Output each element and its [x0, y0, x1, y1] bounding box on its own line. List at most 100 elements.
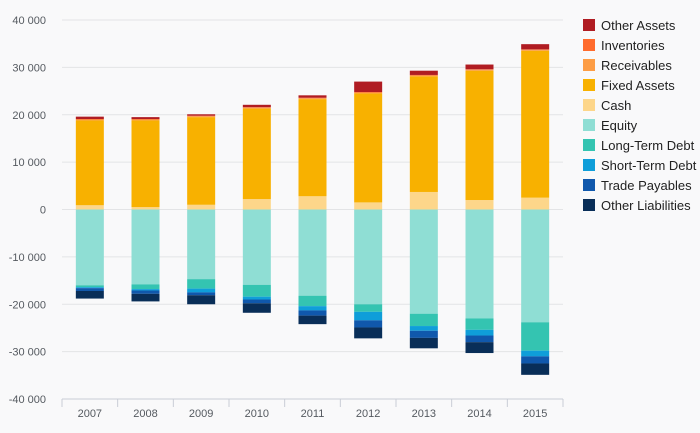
- bar-segment-equity: [187, 210, 215, 280]
- bar-segment-trade-payables: [243, 300, 271, 304]
- bar-segment-other-assets: [466, 65, 494, 70]
- legend-swatch: [583, 79, 595, 91]
- bar-segment-other-assets: [299, 95, 327, 97]
- y-axis-ticks: 40 000 30 000 20 000 10 000 0 -10 000 -20 000 -…: [9, 15, 46, 406]
- legend-swatch: [583, 119, 595, 131]
- legend-label: Other Assets: [601, 18, 676, 33]
- legend-label: Trade Payables: [601, 178, 692, 193]
- legend-label: Short-Term Debt: [601, 158, 697, 173]
- bar-segment-receivables: [521, 50, 549, 51]
- bar-segment-other-assets: [76, 117, 104, 119]
- y-tick-label: 30 000: [12, 62, 46, 74]
- bar-segment-trade-payables: [187, 292, 215, 295]
- bar-segment-other-assets: [354, 82, 382, 92]
- bar-segment-equity: [521, 210, 549, 323]
- bar-segment-short-term-debt: [410, 326, 438, 331]
- bar-segment-other-liabilities: [299, 316, 327, 325]
- legend-swatch: [583, 99, 595, 111]
- bar-segment-other-liabilities: [354, 327, 382, 338]
- bar-segment-cash: [466, 200, 494, 209]
- bar-segment-other-assets: [521, 44, 549, 49]
- bar-segment-receivables: [466, 70, 494, 71]
- bar-segment-long-term-debt: [521, 322, 549, 350]
- legend-item[interactable]: Inventories: [583, 38, 665, 53]
- legend-item[interactable]: Equity: [583, 118, 638, 133]
- bar-segment-trade-payables: [132, 291, 160, 294]
- legend-item[interactable]: Long-Term Debt: [583, 138, 695, 153]
- bar-segment-other-liabilities: [521, 363, 549, 374]
- bar-segment-long-term-debt: [76, 285, 104, 287]
- legend-swatch: [583, 159, 595, 171]
- bar-segment-short-term-debt: [76, 287, 104, 288]
- legend-label: Equity: [601, 118, 638, 133]
- bar-segment-trade-payables: [521, 356, 549, 363]
- bar-segment-receivables: [187, 116, 215, 117]
- bar-segment-fixed-assets: [354, 93, 382, 202]
- bar-segment-trade-payables: [410, 331, 438, 338]
- legend-label: Long-Term Debt: [601, 138, 695, 153]
- bar-segment-receivables: [243, 108, 271, 109]
- bar-segment-equity: [76, 210, 104, 286]
- bar-segment-long-term-debt: [243, 285, 271, 297]
- legend-item[interactable]: Short-Term Debt: [583, 158, 697, 173]
- bar-segment-receivables: [410, 75, 438, 76]
- bar-segment-trade-payables: [354, 320, 382, 327]
- legend-swatch: [583, 179, 595, 191]
- legend-swatch: [583, 139, 595, 151]
- legend-swatch: [583, 199, 595, 211]
- y-tick-label: -20 000: [9, 299, 46, 311]
- legend-label: Other Liabilities: [601, 198, 691, 213]
- bar-segment-cash: [410, 192, 438, 210]
- bar-segment-short-term-debt: [521, 351, 549, 357]
- bar-segment-trade-payables: [299, 310, 327, 315]
- bar-segment-short-term-debt: [299, 306, 327, 310]
- bar-segment-short-term-debt: [354, 312, 382, 321]
- bar-segment-equity: [299, 210, 327, 296]
- bar-segment-fixed-assets: [132, 120, 160, 207]
- bar-segment-fixed-assets: [76, 120, 104, 205]
- x-tick-label: 2014: [467, 408, 491, 420]
- legend-label: Fixed Assets: [601, 78, 675, 93]
- legend-swatch: [583, 19, 595, 31]
- stacked-bar-chart: 40 00030 00020 00010 0000-10 000-20 000-…: [0, 0, 700, 433]
- y-tick-label: 10 000: [12, 157, 46, 169]
- y-tick-label: 40 000: [12, 15, 46, 27]
- legend: Other Assets Inventories Receivables Fixed …: [583, 18, 697, 213]
- bar-segment-cash: [76, 205, 104, 209]
- x-tick-label: 2013: [412, 408, 436, 420]
- legend-swatch: [583, 39, 595, 51]
- bar-segment-cash: [521, 198, 549, 210]
- legend-item[interactable]: Cash: [583, 98, 631, 113]
- legend-item[interactable]: Other Liabilities: [583, 198, 691, 213]
- legend-item[interactable]: Fixed Assets: [583, 78, 675, 93]
- legend-item[interactable]: Receivables: [583, 58, 672, 73]
- bar-segment-fixed-assets: [243, 109, 271, 199]
- bar-segment-other-liabilities: [243, 303, 271, 312]
- bar-segment-cash: [132, 207, 160, 209]
- y-tick-label: 0: [40, 205, 46, 217]
- legend-label: Receivables: [601, 58, 672, 73]
- legend-item[interactable]: Other Assets: [583, 18, 676, 33]
- bar-segment-long-term-debt: [299, 296, 327, 306]
- bar-segment-cash: [243, 199, 271, 209]
- legend-item[interactable]: Trade Payables: [583, 178, 692, 193]
- legend-swatch: [583, 59, 595, 71]
- bar-segment-long-term-debt: [410, 314, 438, 326]
- bar-segment-other-assets: [410, 71, 438, 75]
- bar-segment-short-term-debt: [243, 297, 271, 300]
- bar-segment-other-assets: [132, 117, 160, 119]
- bar-segment-other-liabilities: [410, 338, 438, 348]
- bar-segment-fixed-assets: [521, 51, 549, 198]
- bar-segment-receivables: [132, 119, 160, 120]
- bar-segment-equity: [466, 210, 494, 319]
- bar-segment-long-term-debt: [187, 279, 215, 288]
- legend-label: Cash: [601, 98, 631, 113]
- bar-segment-other-assets: [243, 105, 271, 107]
- bar-segment-short-term-debt: [187, 289, 215, 293]
- bar-segment-other-liabilities: [132, 294, 160, 302]
- bar-segment-other-assets: [187, 114, 215, 115]
- bar-segment-trade-payables: [76, 288, 104, 291]
- bar-segment-equity: [354, 210, 382, 305]
- y-tick-label: -30 000: [9, 347, 46, 359]
- y-tick-label: -40 000: [9, 394, 46, 406]
